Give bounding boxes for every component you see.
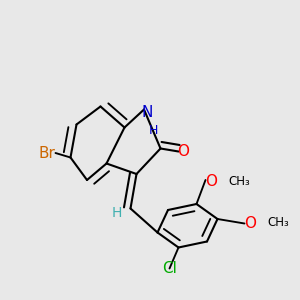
Text: O: O	[244, 216, 256, 231]
Text: H: H	[148, 124, 158, 137]
Text: O: O	[177, 144, 189, 159]
Text: H: H	[112, 206, 122, 220]
Text: Cl: Cl	[162, 261, 177, 276]
Text: CH₃: CH₃	[228, 175, 250, 188]
Text: Br: Br	[38, 146, 55, 160]
Text: N: N	[141, 105, 153, 120]
Text: O: O	[206, 174, 218, 189]
Text: CH₃: CH₃	[267, 215, 289, 229]
